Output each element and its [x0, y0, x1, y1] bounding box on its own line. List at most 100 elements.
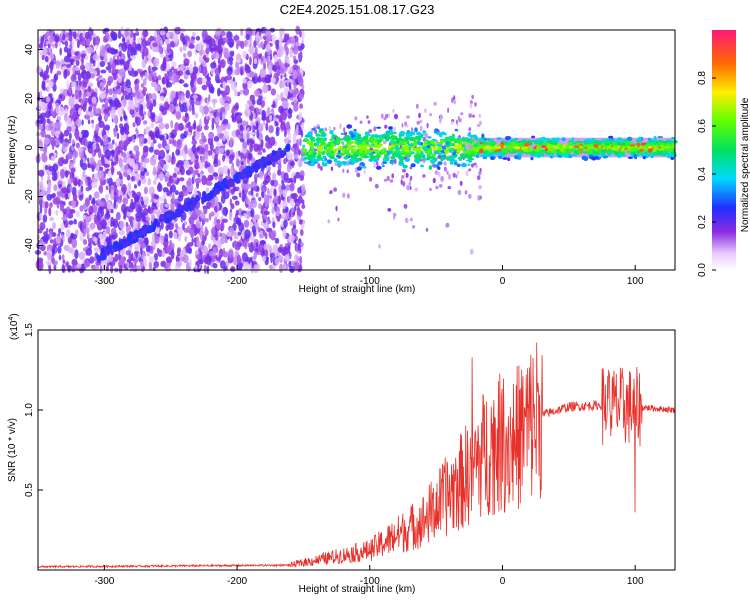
heatmap-cell	[251, 260, 255, 269]
heatmap-cell	[88, 82, 94, 87]
heatmap-cell	[78, 107, 82, 115]
heatmap-cell	[268, 125, 274, 134]
heatmap-cell	[235, 217, 242, 225]
heatmap-cell	[39, 51, 44, 56]
heatmap-cell	[70, 265, 76, 273]
heatmap-cell	[225, 149, 230, 157]
heatmap-cell	[66, 153, 73, 160]
heatmap-cell	[627, 146, 632, 151]
heatmap-cell	[215, 147, 220, 155]
heatmap-cell	[419, 125, 423, 132]
heatmap-cell	[110, 227, 117, 236]
heatmap-cell	[383, 117, 387, 121]
heatmap-cell	[194, 159, 199, 170]
heatmap-cell	[49, 216, 55, 222]
heatmap-cell	[188, 216, 195, 225]
heatmap-cell	[335, 136, 339, 141]
heatmap-cell	[464, 190, 468, 195]
heatmap-cell	[658, 140, 664, 143]
heatmap-cell	[468, 168, 472, 172]
heatmap-cell	[469, 156, 472, 160]
heatmap-cell	[414, 154, 418, 159]
heatmap-cell	[579, 143, 583, 146]
heatmap-cell	[148, 256, 155, 263]
heatmap-cell	[175, 106, 180, 112]
heatmap-cell	[254, 72, 258, 79]
heatmap-cell	[62, 259, 66, 264]
heatmap-cell	[231, 117, 237, 123]
heatmap-cell	[510, 141, 516, 147]
heatmap-cell	[275, 43, 279, 50]
heatmap-cell	[158, 134, 165, 140]
heatmap-cell	[265, 135, 269, 142]
heatmap-cell	[104, 259, 108, 268]
heatmap-cell	[91, 180, 98, 189]
heatmap-cell	[118, 229, 125, 236]
heatmap-cell	[657, 136, 664, 138]
heatmap-cell	[334, 148, 341, 151]
heatmap-cell	[465, 170, 469, 177]
heatmap-cell	[183, 83, 189, 88]
heatmap-cell	[460, 112, 464, 116]
heatmap-cell	[178, 101, 182, 108]
heatmap-cell	[116, 88, 123, 95]
heatmap-cell	[617, 155, 621, 159]
heatmap-cell	[285, 46, 289, 56]
heatmap-cell	[366, 115, 369, 119]
heatmap-cell	[61, 234, 64, 240]
heatmap-cell	[48, 125, 52, 131]
heatmap-cell	[195, 43, 202, 52]
heatmap-cell	[201, 66, 208, 76]
heatmap-cell	[300, 43, 305, 50]
heatmap-cell	[145, 237, 149, 248]
heatmap-cell	[106, 248, 111, 255]
heatmap-cell	[313, 148, 318, 152]
heatmap-cell	[48, 165, 55, 172]
heatmap-cell	[460, 162, 467, 168]
heatmap-cell	[505, 135, 510, 141]
heatmap-cell	[469, 248, 474, 255]
heatmap-cell	[164, 73, 168, 79]
heatmap-cell	[172, 192, 175, 203]
heatmap-cell	[468, 193, 472, 199]
heatmap-cell	[295, 235, 298, 242]
heatmap-cell	[86, 233, 90, 240]
heatmap-cell	[44, 55, 49, 63]
heatmap-cell	[192, 170, 196, 179]
heatmap-cell	[273, 194, 279, 205]
heatmap-cell	[164, 233, 169, 243]
heatmap-cell	[175, 111, 182, 120]
heatmap-cell	[195, 254, 202, 260]
heatmap-cell	[279, 27, 285, 36]
heatmap-cell	[111, 233, 116, 240]
heatmap-cell	[169, 186, 173, 195]
heatmap-cell	[143, 195, 150, 206]
heatmap-cell	[97, 255, 102, 263]
heatmap-cell	[349, 158, 355, 162]
heatmap-cell	[286, 33, 290, 41]
heatmap-cell	[479, 120, 482, 125]
heatmap-cell	[87, 86, 92, 93]
heatmap-cell	[107, 254, 113, 263]
heatmap-cell	[329, 129, 334, 135]
heatmap-cell	[99, 92, 107, 100]
heatmap-cell	[139, 165, 145, 172]
heatmap-cell	[535, 140, 541, 144]
heatmap-cell	[211, 117, 215, 124]
heatmap-cell	[265, 77, 272, 84]
heatmap-cell	[110, 184, 115, 193]
heatmap-cell	[141, 230, 147, 235]
heatmap-cell	[182, 254, 189, 264]
heatmap-cell	[225, 261, 230, 267]
heatmap-cell	[292, 55, 297, 61]
heatmap-cell	[84, 129, 89, 139]
heatmap-cell	[236, 43, 239, 50]
heatmap-cell	[293, 175, 297, 184]
heatmap-cell	[178, 122, 184, 131]
heatmap-cell	[258, 95, 263, 101]
heatmap-cell	[653, 135, 657, 141]
heatmap-cell	[111, 159, 114, 168]
heatmap-cell	[52, 110, 56, 117]
heatmap-cell	[200, 147, 206, 155]
